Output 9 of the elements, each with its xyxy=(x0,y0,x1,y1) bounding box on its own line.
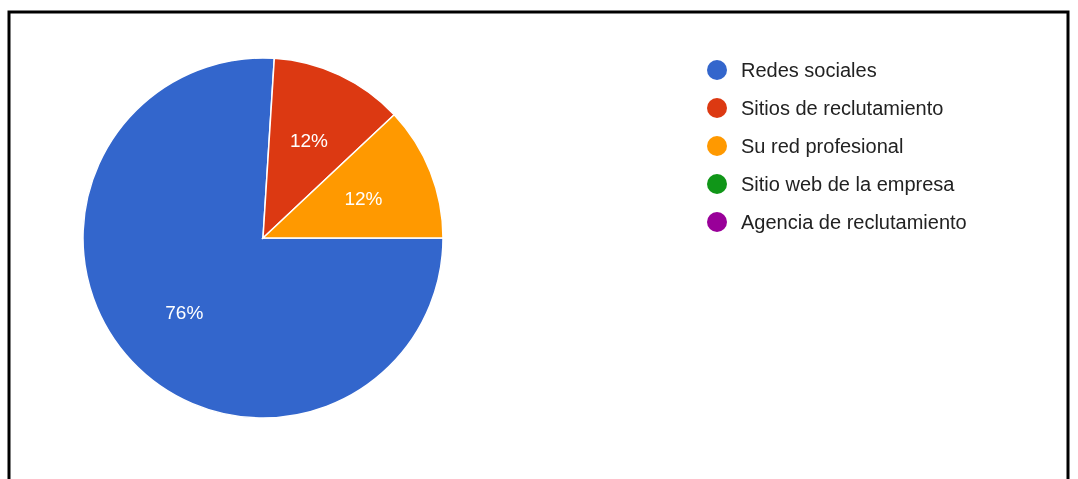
legend-label: Redes sociales xyxy=(741,59,877,81)
data-label: 76% xyxy=(165,301,204,323)
data-label: 12% xyxy=(344,187,383,209)
legend-label: Sitios de reclutamiento xyxy=(741,97,944,119)
legend-label: Su red profesional xyxy=(741,135,904,157)
data-label: 12% xyxy=(289,129,329,151)
pie-slice xyxy=(82,57,444,419)
legend-label: Agencia de reclutamiento xyxy=(741,211,967,233)
legend-label: Sitio web de la empresa xyxy=(741,173,956,195)
